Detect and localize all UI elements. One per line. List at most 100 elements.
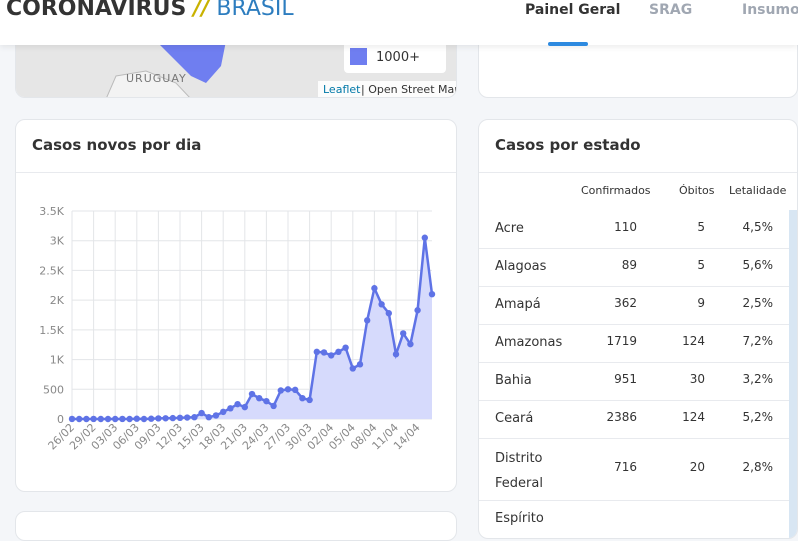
nav-item[interactable]: Insumos	[742, 2, 798, 18]
y-tick-label: 500	[43, 383, 64, 396]
y-tick-label: 0	[57, 413, 64, 426]
point	[162, 415, 169, 422]
state-name: Acre	[495, 221, 524, 236]
point	[284, 386, 292, 393]
state-name: Amazonas	[495, 335, 563, 350]
table-cell: 7,2%	[742, 334, 774, 348]
point	[112, 415, 119, 423]
table-cell: 951	[614, 372, 637, 386]
divider	[16, 172, 456, 173]
column-header: Óbitos	[679, 184, 715, 197]
attribution-link[interactable]: Leaflet	[323, 83, 361, 96]
column-header: Confirmados	[581, 184, 651, 197]
point	[97, 415, 105, 423]
table-card: Casos por estado Confirmados Óbitos Leta…	[478, 119, 798, 539]
point	[407, 340, 414, 348]
table-title: Casos por estado	[495, 136, 641, 154]
point	[140, 415, 148, 423]
logo-sub: BRASIL	[216, 0, 294, 21]
point	[378, 301, 385, 308]
table-cell: 9	[697, 296, 705, 310]
nav-item[interactable]: Painel Geral	[525, 2, 621, 18]
point	[335, 348, 342, 356]
chart-title: Casos novos por dia	[32, 136, 202, 154]
point	[320, 349, 328, 356]
state-name: Ceará	[495, 411, 534, 426]
nav-item[interactable]: SRAG	[649, 2, 693, 18]
point	[68, 415, 76, 423]
area	[72, 237, 432, 419]
table-row: Amapá 362 9 2,5%	[479, 286, 789, 325]
table-row: Acre 110 5 4,5%	[479, 210, 789, 249]
point	[248, 390, 256, 398]
state-name: Alagoas	[495, 259, 547, 274]
point	[148, 415, 155, 422]
point	[126, 415, 133, 423]
chart-card: Casos novos por dia 0 500 1K 1.5K 2K 2.5K 3K 3.…	[15, 119, 457, 492]
column-header: Letalidade	[729, 184, 787, 197]
table-cell: 5	[697, 220, 705, 234]
table-cell: 1719	[606, 334, 637, 348]
state-name: Espírito	[495, 511, 544, 526]
nav-active-bar	[548, 42, 588, 46]
point	[364, 317, 371, 324]
table-cell: 5,6%	[742, 258, 774, 272]
point	[299, 395, 306, 402]
table-cell: 5	[697, 258, 705, 272]
point	[421, 234, 428, 241]
table-row: Amazonas 1719 124 7,2%	[479, 324, 789, 363]
state-name: Amapá	[495, 297, 541, 312]
point	[328, 352, 335, 359]
point	[133, 415, 140, 422]
point	[428, 291, 436, 298]
table-cell: 30	[689, 372, 705, 386]
point	[270, 402, 277, 410]
point	[119, 415, 126, 423]
table-cell: 362	[614, 296, 637, 310]
point	[313, 348, 320, 356]
point	[76, 415, 83, 423]
point	[227, 405, 234, 412]
point	[241, 403, 248, 411]
table-cell: 2,8%	[742, 460, 774, 474]
legend-swatch	[350, 48, 367, 65]
table-cell: 4,5%	[742, 220, 774, 234]
table-row: Espírito	[479, 500, 789, 538]
point	[400, 330, 407, 337]
y-tick-label: 1.5K	[39, 324, 64, 337]
table-cell: 3,2%	[742, 372, 774, 386]
point	[155, 415, 162, 422]
table-cell: 124	[682, 334, 705, 348]
point	[263, 397, 270, 405]
point	[356, 361, 364, 368]
point	[306, 396, 313, 404]
point	[83, 415, 90, 423]
point	[277, 387, 284, 394]
logo[interactable]: CORONAVÍRUS // BRASIL	[6, 0, 294, 21]
point	[220, 408, 227, 416]
point	[176, 414, 184, 422]
point	[256, 395, 263, 402]
table-row: Alagoas 89 5 5,6%	[479, 248, 789, 287]
point	[342, 344, 349, 351]
y-tick-label: 2K	[50, 294, 65, 307]
chart: 05001K1.5K2K2.5K3K3.5K26/0229/0203/0306/…	[39, 205, 436, 453]
scrollbar[interactable]	[789, 210, 797, 538]
map-legend	[344, 41, 446, 73]
point	[198, 409, 205, 417]
point	[349, 365, 356, 372]
logo-sep: //	[193, 0, 210, 21]
point	[371, 285, 378, 292]
y-tick-label: 3K	[50, 235, 65, 248]
table-cell: 2,5%	[742, 296, 774, 310]
point	[169, 414, 176, 422]
point	[392, 351, 400, 358]
map-region	[156, 41, 226, 83]
state-name: Bahia	[495, 373, 532, 388]
table-row: Distrito Federal 716 20 2,8%	[479, 438, 789, 501]
logo-main: CORONAVÍRUS	[6, 0, 187, 21]
table-cell: 89	[621, 258, 637, 272]
map-country	[106, 70, 190, 97]
